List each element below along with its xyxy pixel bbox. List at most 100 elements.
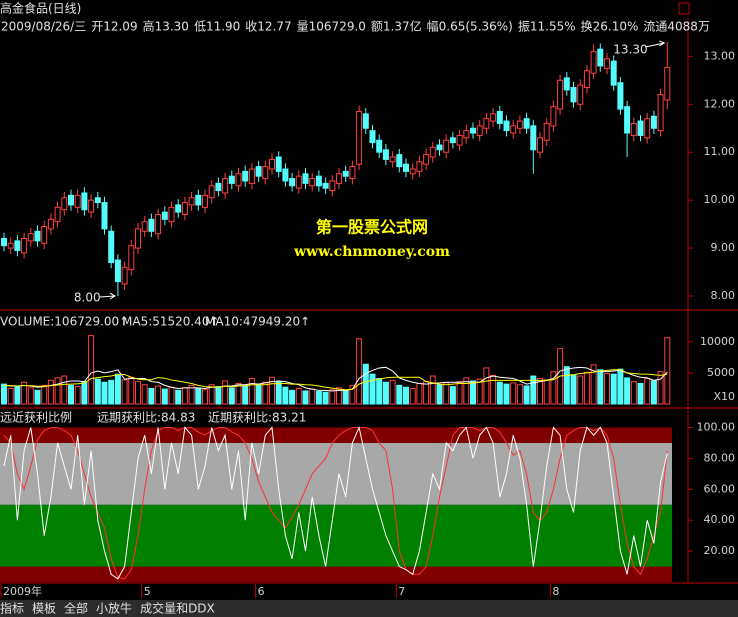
tab[interactable]: 模板 [32,602,56,616]
candle-body [309,178,316,187]
low-annotation: 8.00 [74,291,101,305]
volume-bar [54,377,61,405]
volume-bar [188,384,195,405]
band [0,566,672,582]
volume-bar [657,371,664,405]
band [0,504,672,567]
candle-body [208,185,215,199]
quote-field: 量106729.0 [297,20,366,34]
candle-body [41,226,48,244]
candle-body [463,130,470,139]
tab-bar [0,600,738,617]
candle-body [121,266,128,285]
volume-bar [590,364,597,405]
tab[interactable]: 指标 [0,601,24,616]
candle-body [590,51,597,74]
volume-bar [516,384,523,405]
volume-bar [7,387,14,405]
volume-bar [449,386,456,405]
volume-bar [570,374,577,405]
candle-body [336,173,342,184]
volume-bar [101,381,108,405]
candle-body [423,154,430,165]
volume-bar [644,378,651,405]
tab[interactable]: 全部 [64,601,88,616]
x-tick-label: 6 [258,585,265,598]
legend-entry: 远期获利比:84.83 [97,411,195,425]
x-tick-label: 5 [144,585,151,598]
candle-body [583,70,590,89]
candle-body [81,192,88,211]
candle-body [228,175,235,184]
indicator-title: 远近获利比例 [0,411,72,425]
volume-bar [496,381,503,405]
candle-body [530,125,537,151]
volume-bar [195,387,202,405]
candle-body [1,237,7,247]
volume-bar [503,383,510,405]
volume-bar [342,389,349,405]
volume-bar [262,381,269,405]
legend-entry: VOLUME:106729.00↑ [0,315,129,329]
volume-bar [329,389,336,405]
volume-bar [423,381,430,405]
volume-bar [610,373,617,405]
chart-title: 高金食品(日线) [0,1,81,16]
candle-body [557,79,564,110]
volume-bar [650,380,657,405]
volume-bar [416,382,423,405]
tab[interactable]: 成交量和DDX [140,601,215,616]
candle-body [161,211,168,220]
volume-bar [68,384,74,405]
quote-field: 开12.09 [91,20,137,34]
quote-field: 高13.30 [143,19,189,34]
volume-bar [175,389,182,405]
volume-bar [141,384,148,405]
volume-bar [27,387,34,405]
watermark: www.chnmoney.com [293,244,450,260]
quote-field: 幅0.65(5.36%) [427,19,513,34]
candle-body [108,230,115,263]
candle-body [275,156,282,172]
quote-field: 额1.37亿 [371,19,422,34]
quote-field: 低11.90 [194,20,240,34]
tab[interactable]: 小放牛 [96,601,132,616]
volume-bar [275,381,282,405]
volume-bar [336,387,342,405]
candle-body [456,134,463,146]
candle-body [664,66,671,101]
y-tick-label: 9.00 [711,241,736,254]
candle-body [570,87,577,103]
volume-bar [1,383,7,405]
corner-box[interactable] [678,2,690,15]
candle-body [295,175,302,189]
volume-bar [583,371,590,405]
candle-body [282,168,289,182]
volume-bar [550,371,557,405]
candle-body [47,218,54,230]
candle-body [610,60,617,86]
candle-body [369,130,376,144]
volume-bar [523,385,530,405]
candle-body [74,194,81,208]
candle-body [443,139,450,153]
indicator-line [3,426,668,580]
candle-body [235,173,242,187]
candle-body [376,139,383,153]
volume-bar [114,373,121,405]
candle-body [27,233,34,242]
volume-bar [510,382,517,405]
volume-bar [630,381,637,405]
candle-body [389,156,396,163]
volume-bar [208,384,215,405]
candle-body [175,204,182,213]
candle-body [624,106,631,134]
volume-bar [624,377,631,405]
candle-body [577,84,584,105]
volume-bar [255,383,262,405]
candle-body [61,197,68,211]
candle-body [416,161,423,172]
candle-body [222,178,229,194]
volume-bar [135,381,141,405]
